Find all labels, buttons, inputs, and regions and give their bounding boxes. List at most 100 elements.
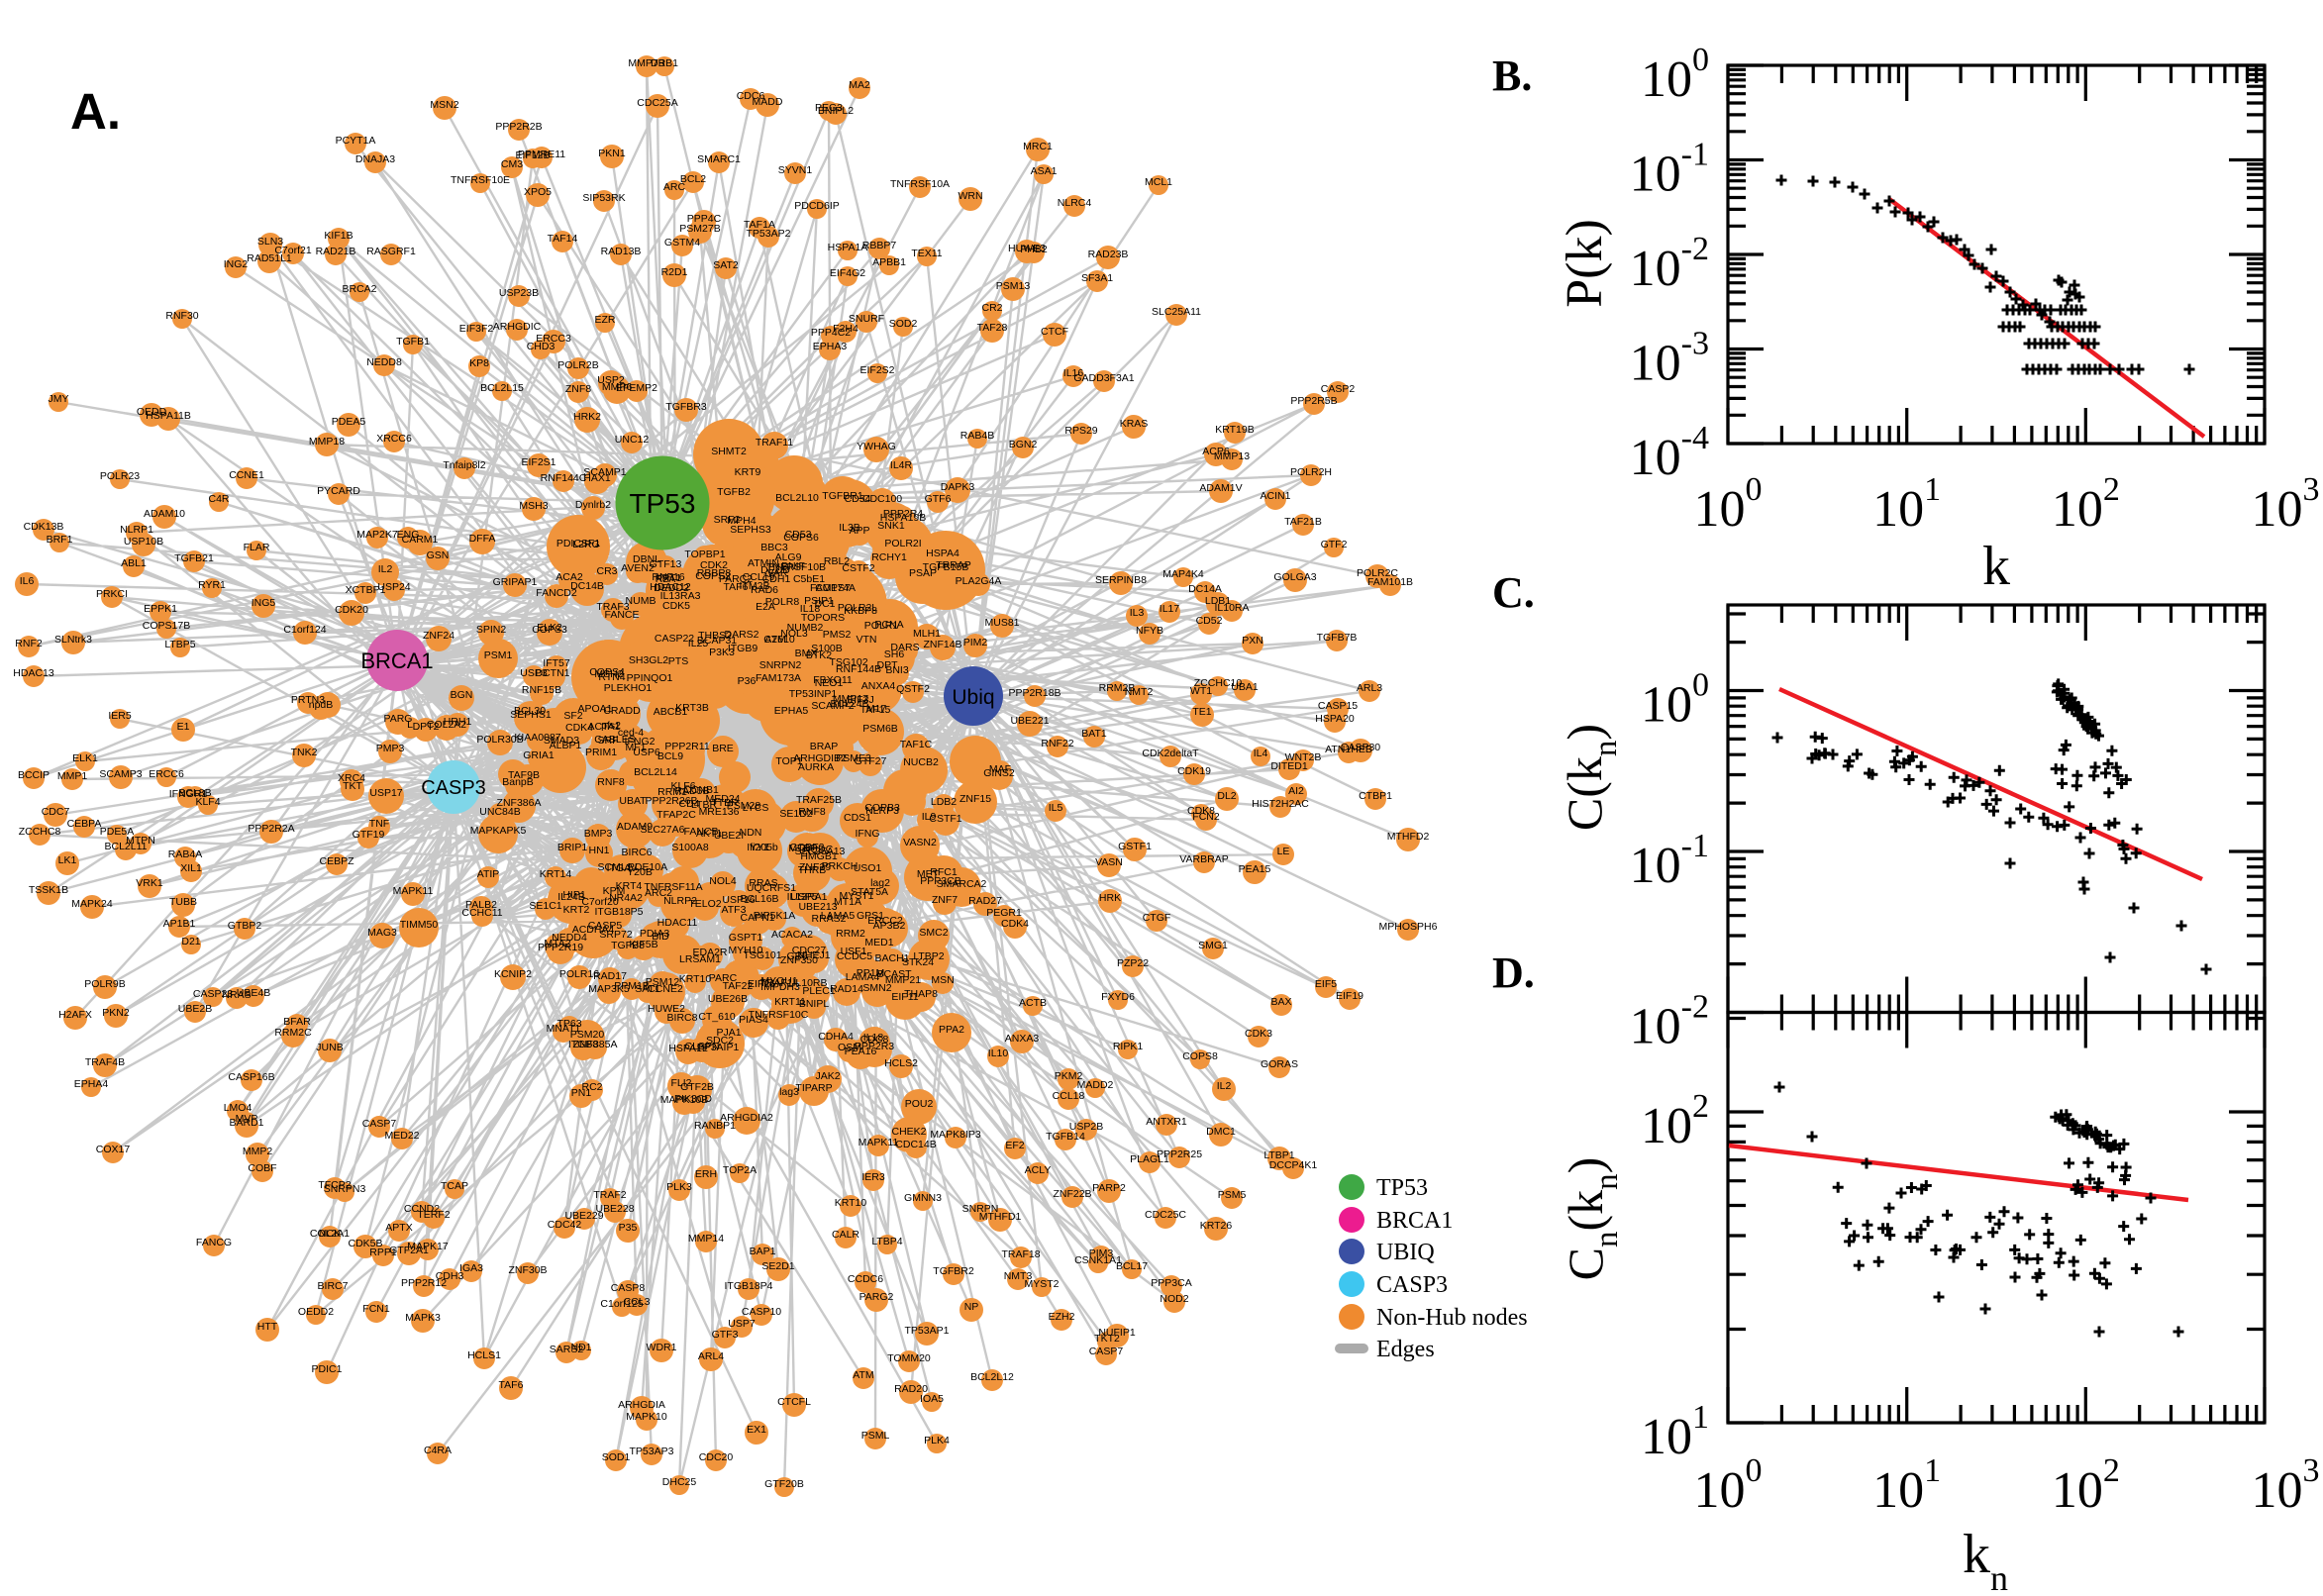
svg-text:GOLGA3: GOLGA3 xyxy=(1273,571,1316,583)
svg-text:FANCE: FANCE xyxy=(604,609,639,621)
svg-text:USP2B: USP2B xyxy=(1069,1121,1103,1133)
svg-text:SRF2: SRF2 xyxy=(714,514,741,526)
svg-text:CDC14B: CDC14B xyxy=(895,1139,936,1150)
svg-text:PARG: PARG xyxy=(384,713,413,725)
svg-text:POLR16: POLR16 xyxy=(559,968,599,980)
svg-text:CR3: CR3 xyxy=(596,565,617,577)
svg-text:PPP4C2: PPP4C2 xyxy=(811,327,851,339)
svg-text:MPHOSPH6: MPHOSPH6 xyxy=(1379,921,1438,933)
svg-text:PPP2R4: PPP2R4 xyxy=(883,508,923,520)
svg-text:MUS81: MUS81 xyxy=(984,617,1019,629)
svg-text:BCL2L10: BCL2L10 xyxy=(775,492,819,504)
svg-text:TGFB14: TGFB14 xyxy=(1046,1131,1085,1143)
svg-text:BNIPL: BNIPL xyxy=(799,998,830,1010)
svg-text:TRAF4B: TRAF4B xyxy=(85,1056,125,1068)
svg-text:ZNF14B: ZNF14B xyxy=(923,639,961,650)
svg-text:HDAC11: HDAC11 xyxy=(657,917,698,929)
svg-text:LK1: LK1 xyxy=(58,854,77,866)
svg-text:ND1: ND1 xyxy=(570,1342,591,1353)
svg-text:EIF12B: EIF12B xyxy=(515,150,550,161)
svg-text:ACLY: ACLY xyxy=(1025,1164,1052,1176)
svg-text:TP53AP1: TP53AP1 xyxy=(905,1325,950,1337)
svg-text:CDH3: CDH3 xyxy=(436,1270,464,1282)
svg-text:MAP4K4: MAP4K4 xyxy=(1162,568,1204,580)
svg-text:ASA1: ASA1 xyxy=(1031,165,1058,177)
svg-text:SEPHS1: SEPHS1 xyxy=(510,709,552,721)
svg-text:SAT2: SAT2 xyxy=(713,259,739,271)
svg-text:UBE2B: UBE2B xyxy=(178,1003,212,1015)
svg-text:MET: MET xyxy=(917,868,940,880)
svg-text:BCCIP: BCCIP xyxy=(18,769,50,781)
svg-text:MAPK24: MAPK24 xyxy=(71,898,113,910)
svg-text:LRSAM1: LRSAM1 xyxy=(679,953,721,965)
svg-text:USP2: USP2 xyxy=(597,374,625,386)
svg-text:HN1: HN1 xyxy=(588,845,609,856)
svg-text:COPS4: COPS4 xyxy=(589,666,625,678)
svg-text:ARHGDIA: ARHGDIA xyxy=(618,1399,665,1411)
svg-text:P(k): P(k) xyxy=(1557,219,1613,308)
svg-text:SLC25A11: SLC25A11 xyxy=(1152,306,1201,318)
svg-text:SRF: SRF xyxy=(598,735,619,747)
svg-text:PSM1: PSM1 xyxy=(484,649,513,661)
svg-text:TOP2A: TOP2A xyxy=(723,1164,757,1176)
svg-text:USP24: USP24 xyxy=(377,581,410,593)
svg-text:HDAC13: HDAC13 xyxy=(13,667,54,679)
svg-text:MSN: MSN xyxy=(931,974,954,986)
svg-text:CASP7: CASP7 xyxy=(1089,1346,1124,1357)
svg-text:BCL9: BCL9 xyxy=(657,750,683,762)
svg-text:PLK4: PLK4 xyxy=(924,1435,950,1446)
svg-text:UBE229: UBE229 xyxy=(564,1210,603,1222)
svg-text:KP8: KP8 xyxy=(469,357,489,369)
svg-text:PPP2R5B: PPP2R5B xyxy=(1290,395,1337,407)
svg-text:RNF16: RNF16 xyxy=(652,571,684,583)
svg-text:UBAT: UBAT xyxy=(619,795,647,807)
svg-text:XRC4: XRC4 xyxy=(338,772,365,784)
svg-text:HDAC12: HDAC12 xyxy=(650,581,691,593)
svg-text:USP16: USP16 xyxy=(722,894,755,906)
svg-text:TGFB1: TGFB1 xyxy=(396,336,430,348)
svg-text:SRP72: SRP72 xyxy=(599,929,632,941)
svg-text:PKN1: PKN1 xyxy=(598,148,626,159)
svg-text:THRB: THRB xyxy=(798,864,827,876)
svg-text:TNF: TNF xyxy=(369,818,389,830)
svg-text:PARC2: PARC2 xyxy=(719,573,753,585)
svg-text:ATIP: ATIP xyxy=(477,868,500,880)
svg-text:C.: C. xyxy=(1492,568,1535,617)
svg-text:PPP2R26B: PPP2R26B xyxy=(645,795,697,807)
svg-text:MAP2K7: MAP2K7 xyxy=(356,529,398,541)
svg-text:CDC20: CDC20 xyxy=(699,1451,734,1463)
svg-text:PP3AIP1: PP3AIP1 xyxy=(697,1042,740,1053)
svg-text:NCK: NCK xyxy=(319,1228,341,1240)
svg-text:GSPT1: GSPT1 xyxy=(729,932,763,944)
svg-text:TAF6: TAF6 xyxy=(499,1379,524,1391)
svg-text:PSM6B: PSM6B xyxy=(862,723,898,735)
svg-text:RAD14: RAD14 xyxy=(830,983,863,995)
svg-text:PEA15: PEA15 xyxy=(1239,863,1271,875)
svg-text:XIL1: XIL1 xyxy=(180,862,202,874)
svg-text:PYCARD: PYCARD xyxy=(317,485,360,497)
svg-text:GORAS: GORAS xyxy=(1261,1058,1298,1070)
svg-text:DCTN1: DCTN1 xyxy=(535,667,569,679)
svg-text:LAMA5: LAMA5 xyxy=(821,910,856,922)
svg-text:TRAF25B: TRAF25B xyxy=(796,794,842,806)
svg-text:HRK: HRK xyxy=(1099,892,1121,904)
svg-text:TFAP2C: TFAP2C xyxy=(656,809,696,821)
svg-text:CT610: CT610 xyxy=(763,634,795,646)
svg-text:ZNF30B: ZNF30B xyxy=(508,1264,547,1276)
svg-text:NMT2: NMT2 xyxy=(1125,686,1154,698)
svg-text:SDC2: SDC2 xyxy=(706,1035,734,1047)
svg-text:ATF3: ATF3 xyxy=(722,904,747,916)
svg-text:ZNF24: ZNF24 xyxy=(423,630,454,642)
svg-text:IGA3: IGA3 xyxy=(459,1262,483,1274)
svg-text:MTPN: MTPN xyxy=(126,835,155,847)
svg-text:PDEA5: PDEA5 xyxy=(332,416,366,428)
svg-text:NLRP2: NLRP2 xyxy=(663,895,697,907)
svg-text:USP3: USP3 xyxy=(520,667,548,679)
svg-text:PPP2R2A: PPP2R2A xyxy=(248,823,294,835)
svg-text:lag3: lag3 xyxy=(779,1086,799,1098)
svg-text:COBF: COBF xyxy=(248,1162,276,1174)
svg-text:TEX11: TEX11 xyxy=(911,248,942,259)
svg-text:MF1: MF1 xyxy=(626,742,647,753)
svg-text:PPP3CA: PPP3CA xyxy=(1151,1277,1191,1289)
svg-text:SIP53RK: SIP53RK xyxy=(582,192,625,204)
